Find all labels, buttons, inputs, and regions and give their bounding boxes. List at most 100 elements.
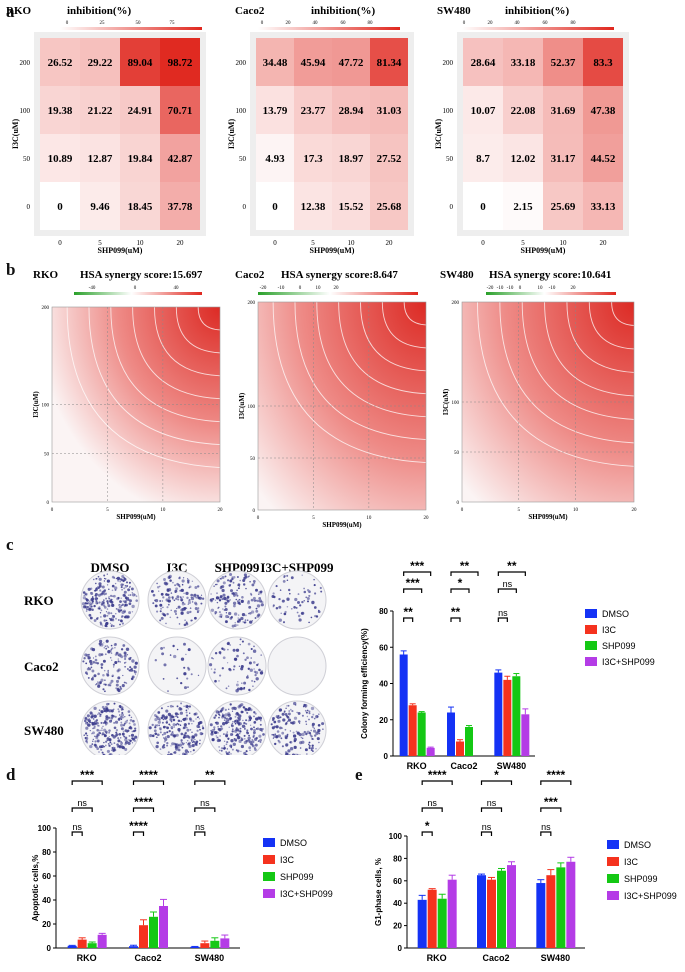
colony-dot [319,586,322,590]
colony-dot [176,616,179,619]
colony-dot [94,720,98,724]
colony-dot [218,716,220,719]
colony-dot [105,619,108,622]
bar [556,867,566,948]
colony-dot [286,605,289,608]
colony-dot [87,723,90,727]
colony-dot [128,594,130,596]
colony-dot [159,610,162,613]
heatmap-x-tick: 5 [311,239,315,247]
colony-dot [93,619,97,622]
bar [408,705,417,756]
colony-dot [224,713,228,717]
colony-dot [97,681,99,683]
colony-dot [97,585,101,589]
colony-dot [99,732,102,735]
colony-dot [89,744,93,749]
colony-dot [188,744,192,749]
colony-dot [213,726,216,729]
synergy-y-label: I3C(uM) [238,392,246,419]
colony-dot [110,749,113,751]
colony-dot [179,707,183,711]
significance-bracket [194,831,206,836]
colony-dot [183,742,185,745]
colony-dot [185,622,189,626]
synergy-contour [154,306,221,377]
colony-dot [286,705,288,707]
colony-dot [171,716,174,719]
colony-dot [130,656,132,659]
colony-dot [81,602,86,606]
colony-dot [163,743,166,747]
colony-dot [98,601,101,604]
significance-bracket [540,807,562,812]
colony-dot [312,713,315,716]
colony-dot [162,606,164,609]
colony-dot [84,671,88,675]
colony-dot [271,733,273,736]
colony-dot [126,668,129,670]
colony-dot [128,586,131,589]
colony-dot [99,645,101,647]
colony-dot [186,739,189,742]
colony-dot [110,743,113,745]
colony-dot [305,596,307,598]
significance-bracket [403,571,432,576]
colony-dot [117,579,120,582]
colony-dot [104,705,108,709]
colony-dot [122,724,126,727]
heatmap-cell [120,182,160,230]
colony-dot [96,713,99,716]
colony-dot [247,667,250,670]
colony-dot [90,606,92,608]
colony-dot [120,727,124,731]
heatmap-cell [503,182,543,230]
colony-plate [267,570,327,630]
bar [521,714,530,756]
legend-label: I3C+SHP099 [602,657,655,667]
significance-label: *** [406,576,420,590]
heatmap-x-tick: 5 [521,239,525,247]
significance-label: *** [80,768,94,782]
synergy-contour [566,301,635,373]
colony-dot [106,708,109,712]
colony-dot [83,605,87,608]
colony-dot [85,732,88,735]
plate-dish [80,636,140,696]
colony-dot [305,732,308,736]
colony-dot [250,742,253,746]
legend-label: DMSO [602,609,629,619]
significance-label: ns [72,822,82,832]
colony-dot [131,730,134,733]
colony-dot [133,739,137,742]
colony-dot [309,733,312,736]
colony-dot [251,744,255,748]
colony-dot [128,739,130,741]
colony-dot [303,587,305,590]
colony-dot [173,599,176,602]
significance-bracket [421,780,453,785]
colony-dot [130,587,134,591]
colony-dot [174,744,178,747]
colony-dot [124,615,127,619]
colony-dot [297,614,301,618]
colony-dot [184,619,186,622]
colony-dot [165,721,169,724]
colony-dot [94,597,98,601]
colony-dot [246,731,250,735]
colony-row-label: RKO [24,593,54,608]
colony-dot [242,719,244,722]
colony-dot [120,721,123,724]
colony-dot [94,735,96,738]
significance-bracket [71,831,83,836]
significance-label: ns [77,798,87,808]
colony-dot [99,714,102,718]
synergy-x-tick: 10 [366,516,372,521]
colony-dot [185,711,188,714]
colony-dot [260,592,262,595]
colony-dot [289,730,292,732]
colony-dot [129,739,132,742]
colony-dot [117,708,120,711]
colony-dot [122,593,126,597]
colony-dot [154,718,158,722]
